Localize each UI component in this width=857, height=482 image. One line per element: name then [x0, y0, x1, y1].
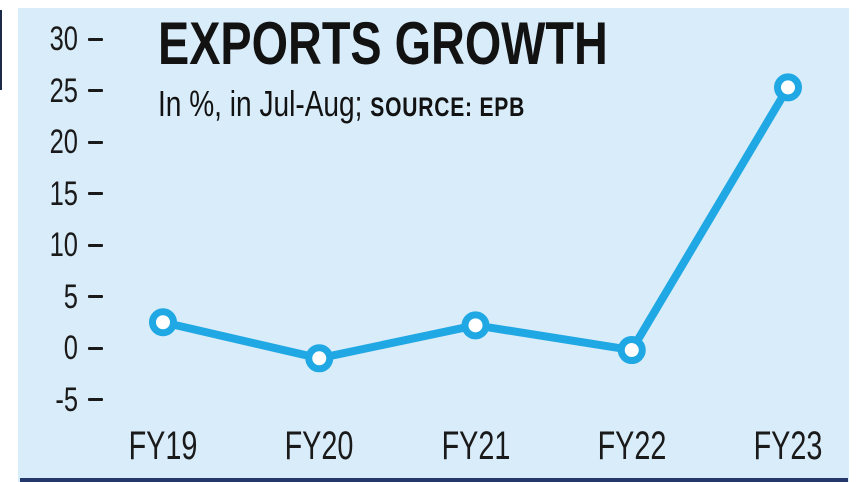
x-tick-label: FY20 [284, 424, 354, 468]
y-tick-label: 20 [49, 123, 78, 161]
x-tick-label: FY19 [128, 424, 198, 468]
chart-title: EXPORTS GROWTH [158, 10, 608, 77]
y-tick-mark [88, 89, 103, 92]
y-tick-mark [88, 346, 103, 350]
chart-card [18, 8, 849, 482]
y-tick-label: 25 [49, 71, 78, 110]
x-tick-label: FY21 [441, 424, 510, 468]
y-tick-label: 0 [63, 329, 78, 367]
y-tick-mark [88, 192, 103, 195]
y-tick-label: 5 [63, 277, 78, 316]
x-tick-label: FY23 [753, 424, 823, 468]
y-tick-label: 10 [49, 226, 78, 264]
chart-subtitle-text: In %, in Jul-Aug; [158, 83, 363, 124]
y-tick-label: 30 [49, 20, 78, 58]
bottom-edge-accent [20, 478, 848, 482]
y-tick-label: -5 [55, 380, 78, 419]
y-tick-mark [88, 37, 103, 41]
left-edge-accent [0, 10, 2, 90]
y-tick-label: 15 [49, 174, 78, 213]
chart-subtitle: In %, in Jul-Aug; SOURCE: EPB [158, 86, 525, 122]
y-tick-mark [88, 398, 103, 401]
y-tick-mark [88, 140, 103, 144]
x-tick-label: FY22 [597, 424, 667, 468]
y-tick-mark [88, 243, 103, 247]
chart-source-label: SOURCE: EPB [370, 92, 526, 122]
y-tick-mark [88, 295, 103, 298]
